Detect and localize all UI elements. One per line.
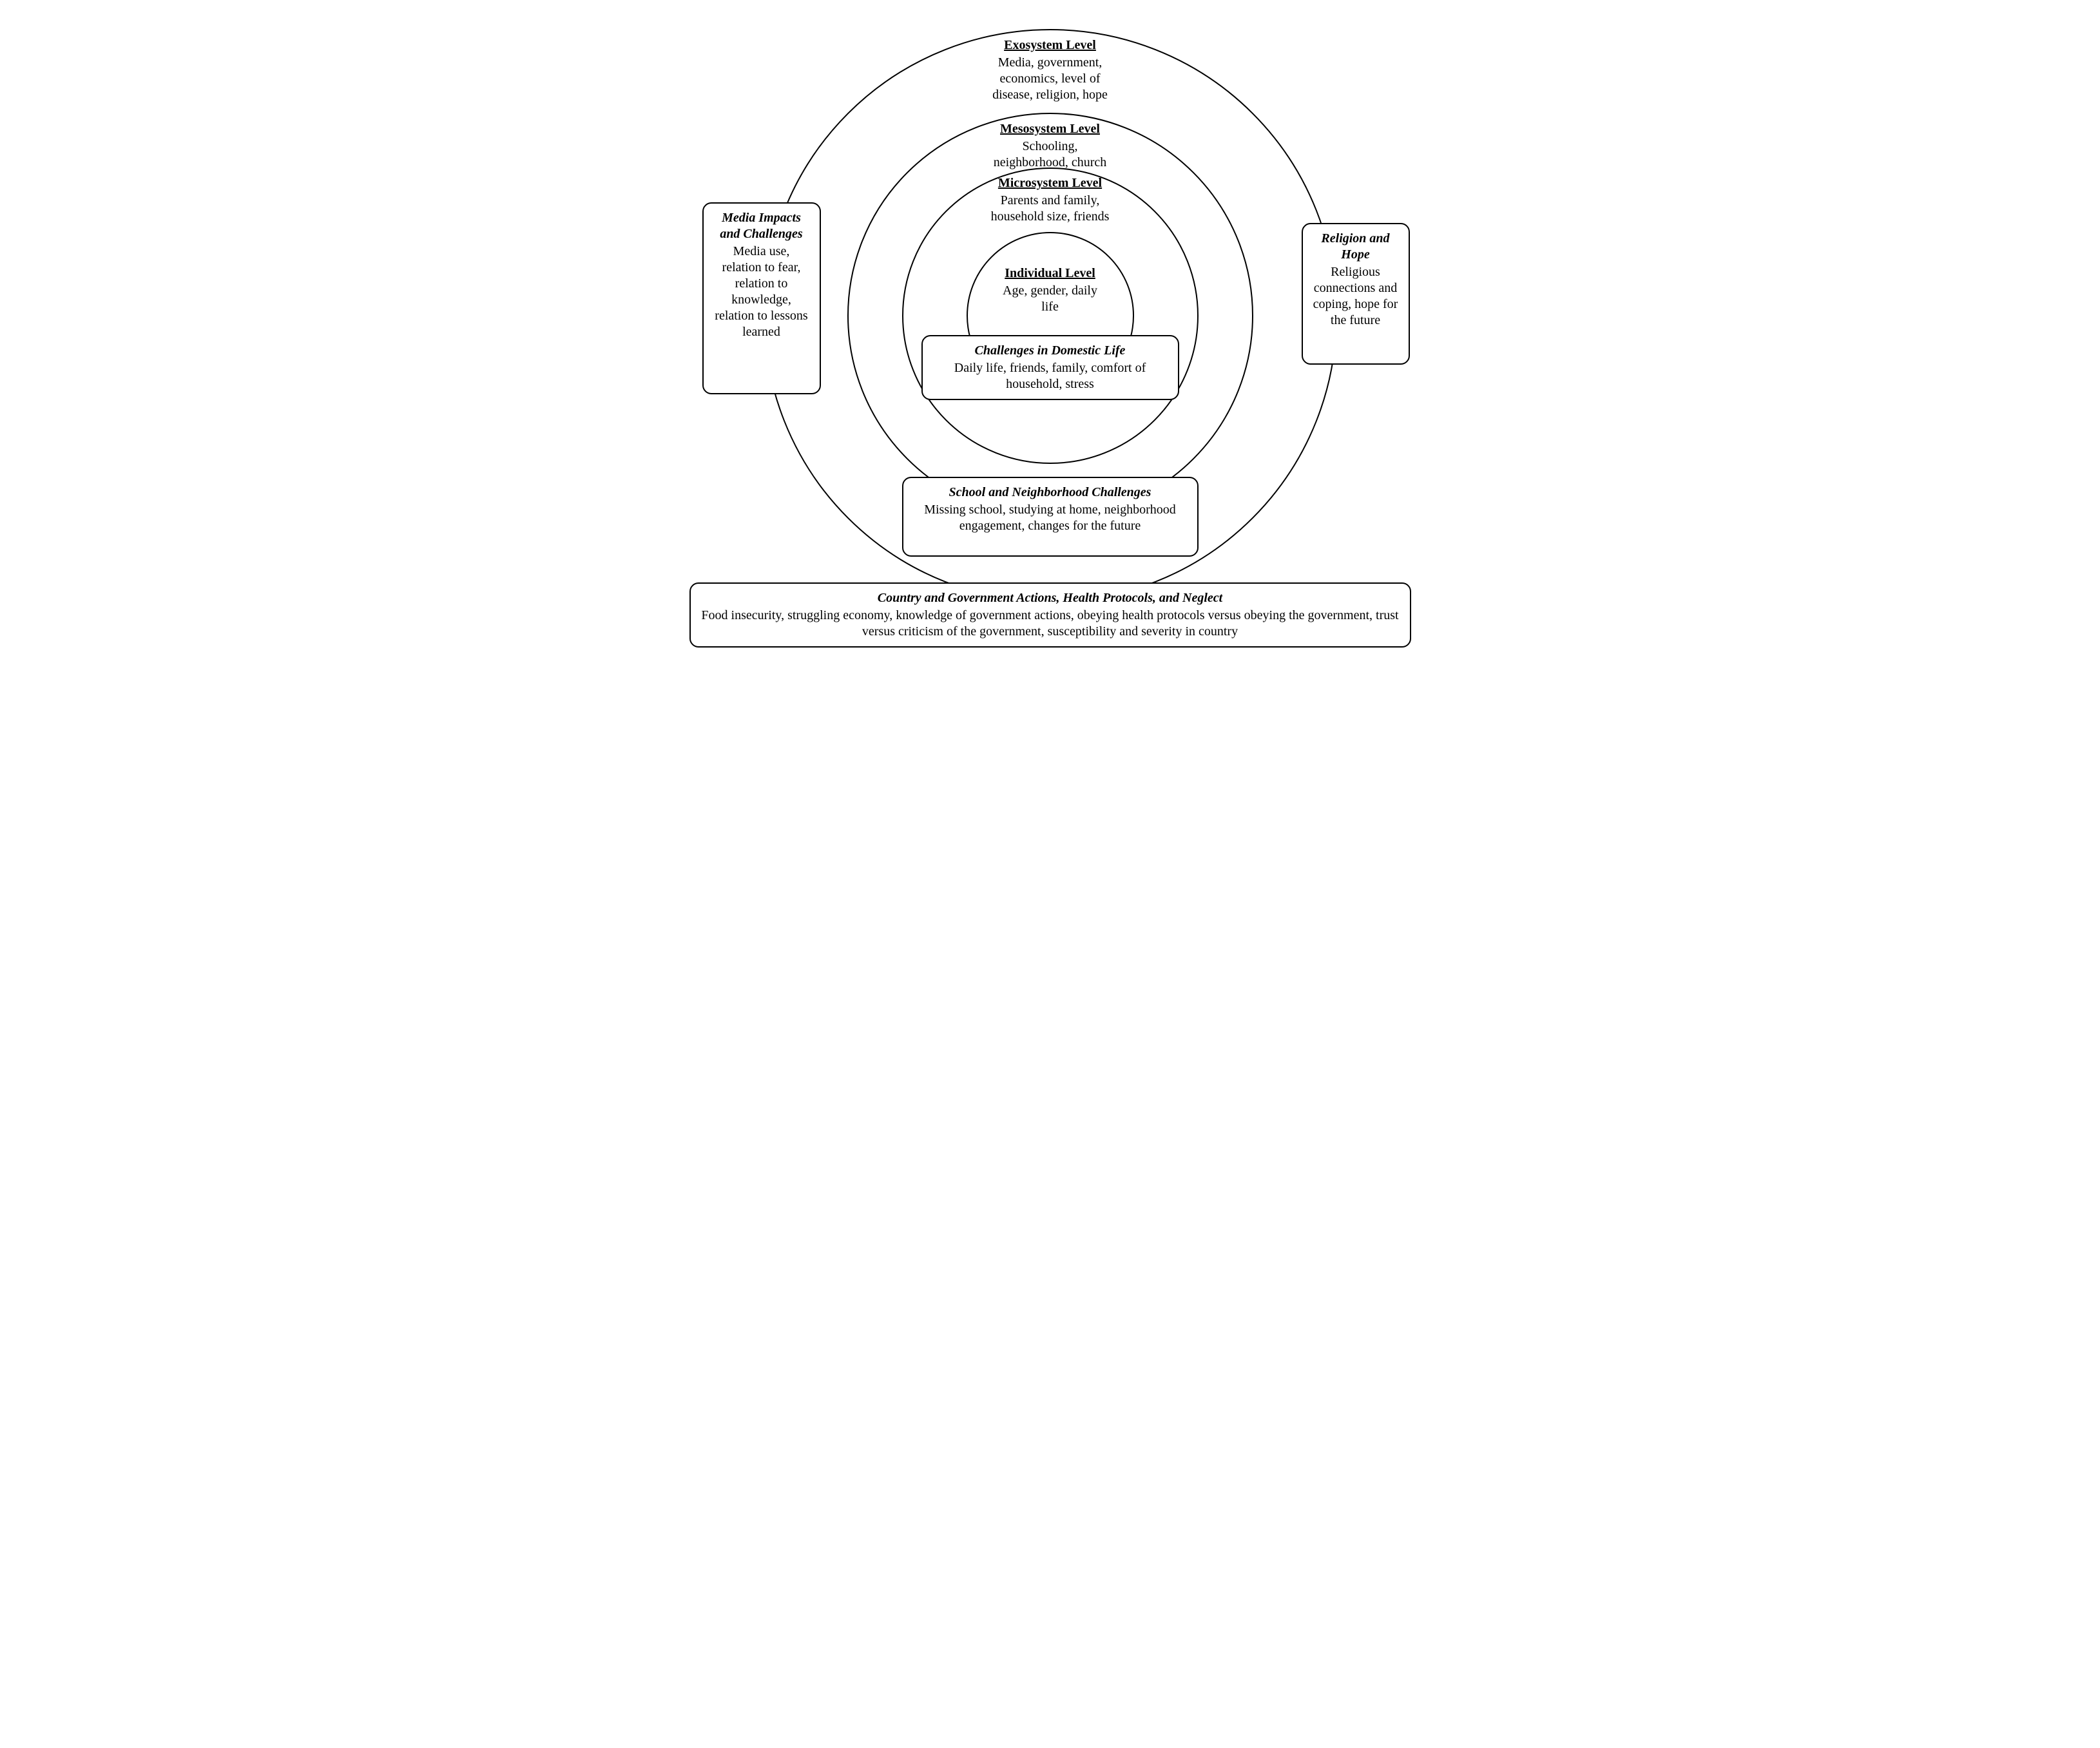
callout-desc: Missing school, studying at home, neighb… xyxy=(912,502,1188,534)
level-title: Individual Level xyxy=(979,265,1121,282)
callout-desc: Media use, relation to fear, relation to… xyxy=(713,244,811,340)
label-mesosystem: Mesosystem Level Schooling,neighborhood,… xyxy=(967,121,1134,171)
callout-title: School and Neighborhood Challenges xyxy=(912,485,1188,501)
level-title: Mesosystem Level xyxy=(967,121,1134,137)
level-desc: Media, government,economics, level ofdis… xyxy=(960,55,1141,103)
callout-domestic: Challenges in Domestic Life Daily life, … xyxy=(921,335,1179,400)
callout-media: Media Impacts and Challenges Media use, … xyxy=(702,202,821,394)
level-title: Exosystem Level xyxy=(960,37,1141,53)
callout-title: Media Impacts and Challenges xyxy=(713,210,811,242)
callout-desc: Religious connections and coping, hope f… xyxy=(1312,264,1400,329)
callout-religion: Religion and Hope Religious connections … xyxy=(1302,223,1410,365)
level-title: Microsystem Level xyxy=(967,175,1134,191)
label-microsystem: Microsystem Level Parents and family,hou… xyxy=(967,175,1134,225)
callout-title: Country and Government Actions, Health P… xyxy=(700,590,1401,606)
callout-school: School and Neighborhood Challenges Missi… xyxy=(902,477,1199,557)
label-individual: Individual Level Age, gender, dailylife xyxy=(979,265,1121,315)
callout-desc: Daily life, friends, family, comfort of … xyxy=(932,360,1169,392)
level-desc: Schooling,neighborhood, church xyxy=(967,139,1134,171)
level-desc: Parents and family,household size, frien… xyxy=(967,193,1134,225)
callout-country: Country and Government Actions, Health P… xyxy=(689,582,1411,648)
callout-title: Religion and Hope xyxy=(1312,231,1400,263)
ecological-diagram: Exosystem Level Media, government,econom… xyxy=(664,13,1437,657)
callout-title: Challenges in Domestic Life xyxy=(932,343,1169,359)
level-desc: Age, gender, dailylife xyxy=(979,283,1121,315)
label-exosystem: Exosystem Level Media, government,econom… xyxy=(960,37,1141,103)
callout-desc: Food insecurity, struggling economy, kno… xyxy=(700,608,1401,640)
